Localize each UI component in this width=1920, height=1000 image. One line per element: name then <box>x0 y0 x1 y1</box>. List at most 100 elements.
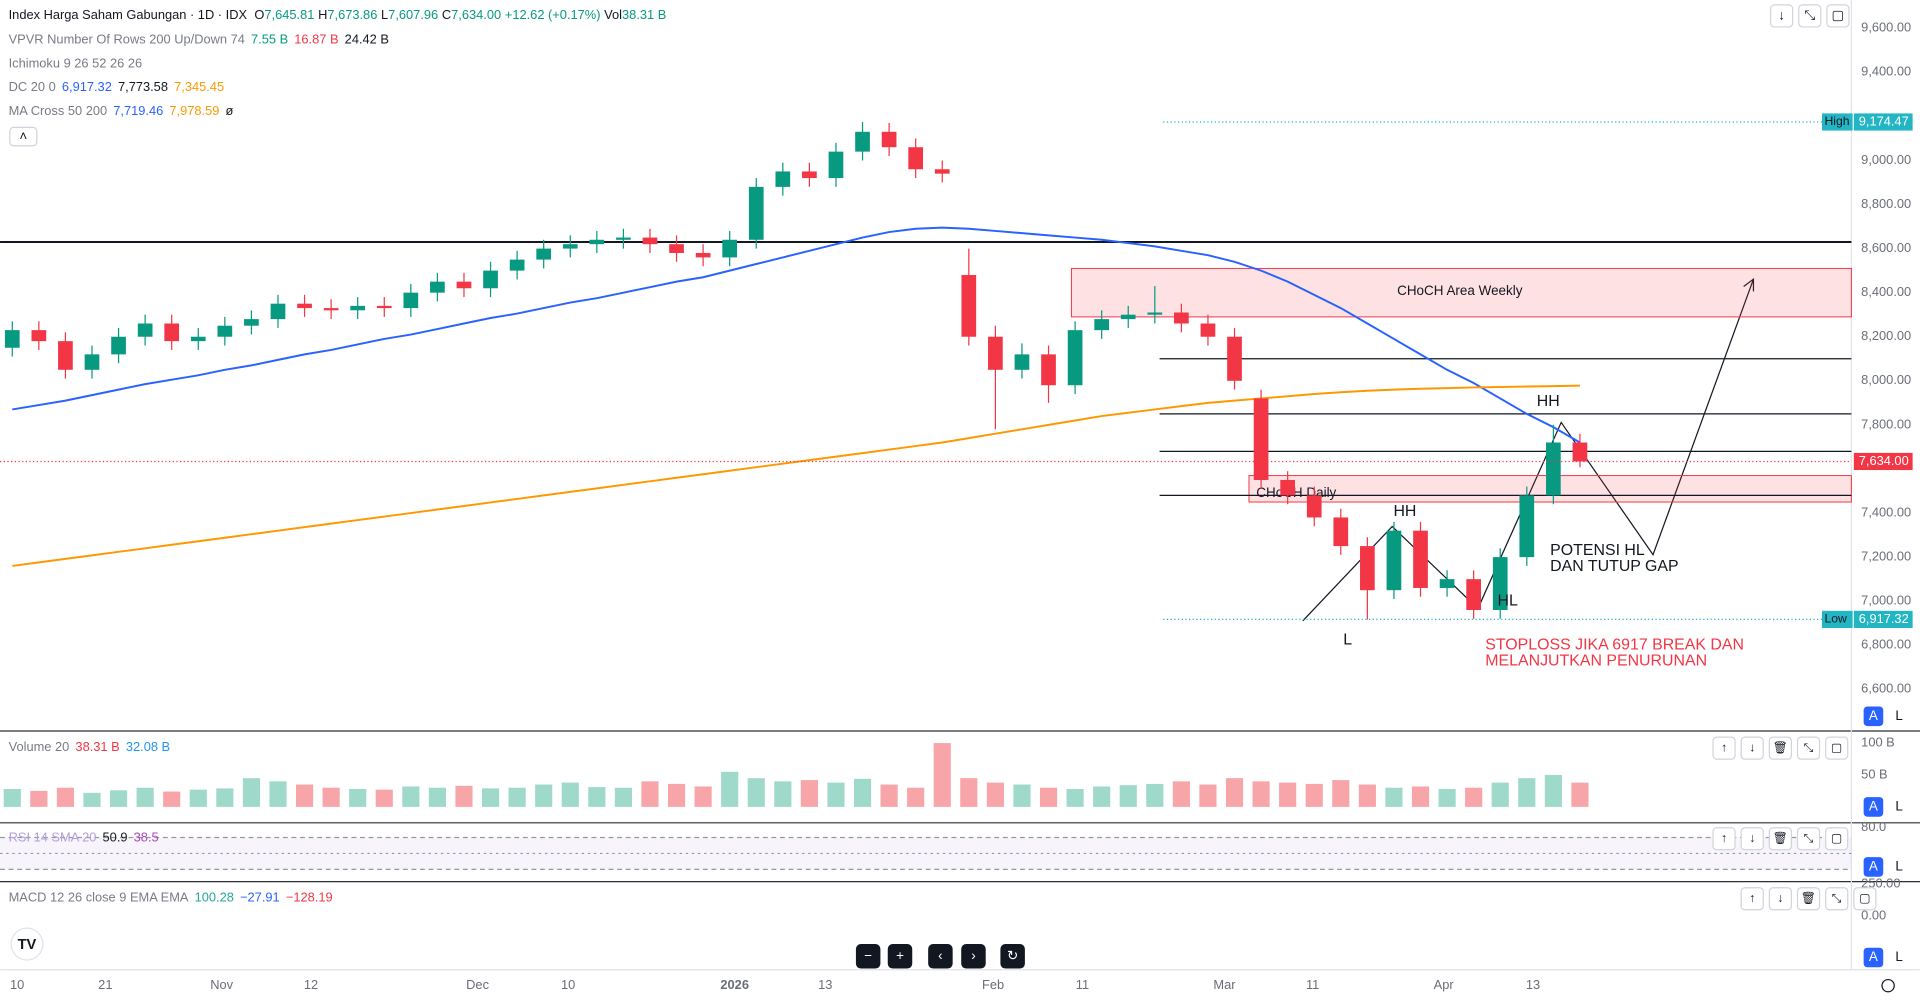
log-scale-button[interactable]: L <box>1895 949 1903 964</box>
auto-scale-button[interactable]: A <box>1863 947 1884 968</box>
auto-scale-box <box>1863 947 1884 968</box>
pane-button[interactable]: ▢ <box>1853 887 1877 911</box>
auto-scale-button[interactable]: A <box>1863 857 1884 877</box>
auto-scale-icon: A <box>1869 949 1878 964</box>
candle-body <box>1094 319 1110 331</box>
pane-button[interactable]: 🗑 <box>1768 736 1793 760</box>
scroll-right-button[interactable]: › <box>961 944 986 969</box>
change: +12.62 (+0.17%) <box>505 7 601 22</box>
candle-body <box>988 336 1003 370</box>
pane-button[interactable]: ▢ <box>1825 827 1849 851</box>
indicator-value: ø <box>226 103 234 118</box>
indicator-legend: DC 20 0 6,917.32 7,773.58 7,345.45 <box>9 80 224 95</box>
volume-bar <box>189 789 207 807</box>
pane-button[interactable]: ↓ <box>1740 827 1764 851</box>
ohlc-value: 7,634.00 <box>451 7 501 22</box>
price-label-box <box>1853 610 1913 628</box>
annotation: HL <box>1498 592 1518 609</box>
price-label-box <box>1853 113 1913 131</box>
y-tick-label: 50 B <box>1861 766 1887 781</box>
candle-body <box>1413 530 1428 588</box>
log-scale-button[interactable]: L <box>1895 798 1903 813</box>
svg-text:+: + <box>896 948 904 963</box>
candle-body <box>456 281 472 289</box>
x-tick-label: 12 <box>304 977 318 992</box>
pane-button-box <box>1740 827 1764 851</box>
annotation: DAN TUTUP GAP <box>1550 558 1678 575</box>
candle-body <box>828 151 844 179</box>
candle-body <box>509 259 525 271</box>
volume-bar <box>1385 787 1403 807</box>
volume-bar <box>56 787 74 807</box>
candle-body <box>1253 398 1269 480</box>
reset-button[interactable]: ↻ <box>1000 944 1025 969</box>
ohlc-value: 7,607.96 <box>388 7 438 22</box>
x-tick-label: Feb <box>982 977 1004 992</box>
pane-button[interactable]: ⤡ <box>1825 887 1849 911</box>
annotation: HH <box>1393 503 1416 520</box>
y-tick-label: 250.00 <box>1861 875 1900 890</box>
pane-button[interactable]: 🗑 <box>1768 827 1793 851</box>
pane-button-icon: ↓ <box>1749 740 1755 754</box>
x-tick-label: 2026 <box>720 977 749 992</box>
indicator-value: 24.42 B <box>345 32 389 47</box>
ohlc-key: C <box>442 7 451 22</box>
volume-bar <box>349 789 367 807</box>
x-tick-label: Apr <box>1434 977 1455 992</box>
candle-body <box>855 131 870 152</box>
candle-body <box>934 169 950 174</box>
auto-scale-button[interactable]: A <box>1863 797 1884 817</box>
pane-button-box <box>1768 736 1793 760</box>
indicator-value: 6,917.32 <box>62 80 112 95</box>
candle-body <box>111 336 126 355</box>
volume-bar <box>322 787 340 807</box>
y-tick-label: 100 B <box>1861 734 1895 749</box>
volume-bar <box>1438 789 1456 807</box>
log-scale-icon: L <box>1895 949 1903 964</box>
pane-button[interactable]: ▢ <box>1825 736 1849 760</box>
volume-bar <box>1411 786 1430 807</box>
y-tick-label: 6,600.00 <box>1861 681 1911 696</box>
y-tick-label: 9,400.00 <box>1861 64 1911 79</box>
volume-bar <box>1039 787 1058 807</box>
candle-body <box>536 248 552 260</box>
auto-scale-button[interactable]: A <box>1863 706 1884 727</box>
pane-button[interactable]: ⤡ <box>1796 827 1821 851</box>
pane-button[interactable]: ↑ <box>1712 736 1736 760</box>
volume-bar <box>269 781 287 807</box>
collapse-button[interactable]: ⤡ <box>1798 4 1822 28</box>
pane-button[interactable]: ⤡ <box>1796 736 1821 760</box>
pane-button-icon: ↓ <box>1777 891 1783 905</box>
symbol-legend: Index Harga Saham Gabungan · 1D · IDX O7,… <box>9 7 667 22</box>
candle-body <box>1174 312 1189 324</box>
zoom-out-button[interactable]: − <box>855 944 881 969</box>
pane-button[interactable]: ↑ <box>1740 887 1764 911</box>
pane-button[interactable]: ↓ <box>1768 887 1793 911</box>
svg-text:↻: ↻ <box>1007 948 1018 963</box>
moving-average <box>12 226 1581 444</box>
zoom-in-button[interactable]: + <box>887 944 913 969</box>
volume-bar <box>1332 780 1350 807</box>
pane-button[interactable]: ↑ <box>1712 827 1736 851</box>
pane-button[interactable]: 🗑 <box>1796 887 1821 911</box>
candle-body <box>31 330 47 342</box>
scroll-left-button[interactable]: ‹ <box>928 944 953 969</box>
macd-value: −128.19 <box>286 890 333 905</box>
log-scale-button[interactable]: L <box>1895 708 1903 723</box>
svg-text:▢: ▢ <box>1832 7 1845 22</box>
settings-button[interactable] <box>1881 978 1895 993</box>
auto-scale-icon: A <box>1869 708 1878 723</box>
volume-bar <box>933 743 951 807</box>
collapse-legend-button[interactable]: ˄ <box>9 126 38 147</box>
volume-bar <box>1013 784 1031 807</box>
macd-title: MACD 12 26 close 9 EMA EMA <box>9 890 189 905</box>
pane-button-box <box>1740 736 1764 760</box>
indicator-name: Ichimoku 9 26 52 26 26 <box>9 56 143 71</box>
candle-body <box>1280 479 1296 496</box>
log-scale-button[interactable]: L <box>1895 858 1903 873</box>
pane-button[interactable]: ↓ <box>1740 736 1764 760</box>
y-tick-label: 80.0 <box>1861 819 1886 834</box>
scroll-down-button[interactable]: ↓ <box>1769 4 1794 28</box>
y-tick-label: 7,400.00 <box>1861 504 1911 519</box>
maximize-button[interactable]: ▢ <box>1826 4 1850 28</box>
